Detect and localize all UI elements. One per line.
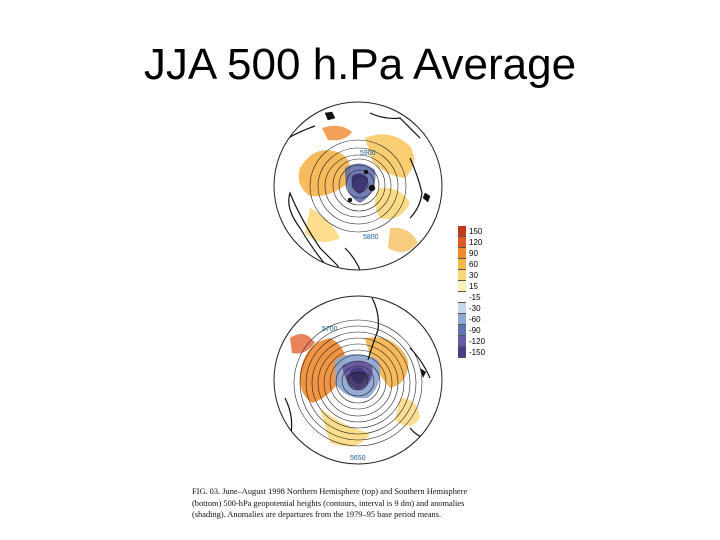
colorbar-entry: -120	[458, 336, 494, 347]
colorbar-entry: 30	[458, 270, 494, 281]
colorbar-entry: 120	[458, 237, 494, 248]
southern-hemisphere-map: 5700 5650	[273, 295, 443, 465]
caption-line-2: (bottom) 500-hPa geopotential heights (c…	[192, 498, 465, 508]
colorbar-entry: 60	[458, 259, 494, 270]
colorbar-label: 150	[469, 227, 483, 236]
colorbar-swatch	[458, 314, 466, 325]
colorbar-label: -15	[469, 293, 481, 302]
hemisphere-maps-svg: 5900 5800	[273, 101, 443, 465]
colorbar-entry: -30	[458, 303, 494, 314]
slide-title: JJA 500 h.Pa Average	[143, 40, 577, 89]
north-contour-label-2: 5800	[363, 234, 379, 241]
colorbar-label: -150	[469, 348, 486, 357]
colorbar-label: 90	[469, 249, 478, 258]
colorbar-swatch	[458, 347, 466, 358]
colorbar-entry: -15	[458, 292, 494, 303]
colorbar-swatch	[458, 325, 466, 336]
colorbar-entry: -60	[458, 314, 494, 325]
colorbar-swatch	[458, 292, 466, 303]
colorbar-label: 15	[469, 282, 478, 291]
colorbar-swatch	[458, 259, 466, 270]
figure-caption: FIG. 03. June–August 1998 Northern Hemis…	[192, 486, 528, 521]
caption-line-1: FIG. 03. June–August 1998 Northern Hemis…	[192, 487, 468, 496]
north-contour-label: 5900	[360, 150, 376, 157]
hemisphere-maps-figure: 5900 5800	[260, 98, 460, 483]
colorbar-entry: 90	[458, 248, 494, 259]
colorbar-swatch	[458, 237, 466, 248]
colorbar-entry: 150	[458, 226, 494, 237]
colorbar-label: 120	[469, 238, 483, 247]
anomaly-colorbar: 150 120 90 60 30 15 -15 -30 -60 -90 -120 -150	[458, 226, 494, 364]
colorbar-entry: 15	[458, 281, 494, 292]
colorbar-entry: -150	[458, 347, 494, 358]
colorbar-swatch	[458, 336, 466, 347]
caption-line-3: (shading). Anomalies are departures from…	[192, 510, 442, 519]
colorbar-label: -90	[469, 326, 481, 335]
south-contour-label: 5700	[322, 326, 338, 333]
colorbar-swatch	[458, 248, 466, 259]
colorbar-label: 30	[469, 271, 478, 280]
colorbar-label: 60	[469, 260, 478, 269]
colorbar-swatch	[458, 303, 466, 314]
colorbar-swatch	[458, 270, 466, 281]
south-contour-label-2: 5650	[350, 455, 366, 462]
colorbar-label: -30	[469, 304, 481, 313]
colorbar-swatch	[458, 281, 466, 292]
colorbar-label: -60	[469, 315, 481, 324]
northern-hemisphere-map: 5900 5800	[273, 101, 443, 271]
colorbar-entry: -90	[458, 325, 494, 336]
colorbar-label: -120	[469, 337, 486, 346]
colorbar-swatch	[458, 226, 466, 237]
